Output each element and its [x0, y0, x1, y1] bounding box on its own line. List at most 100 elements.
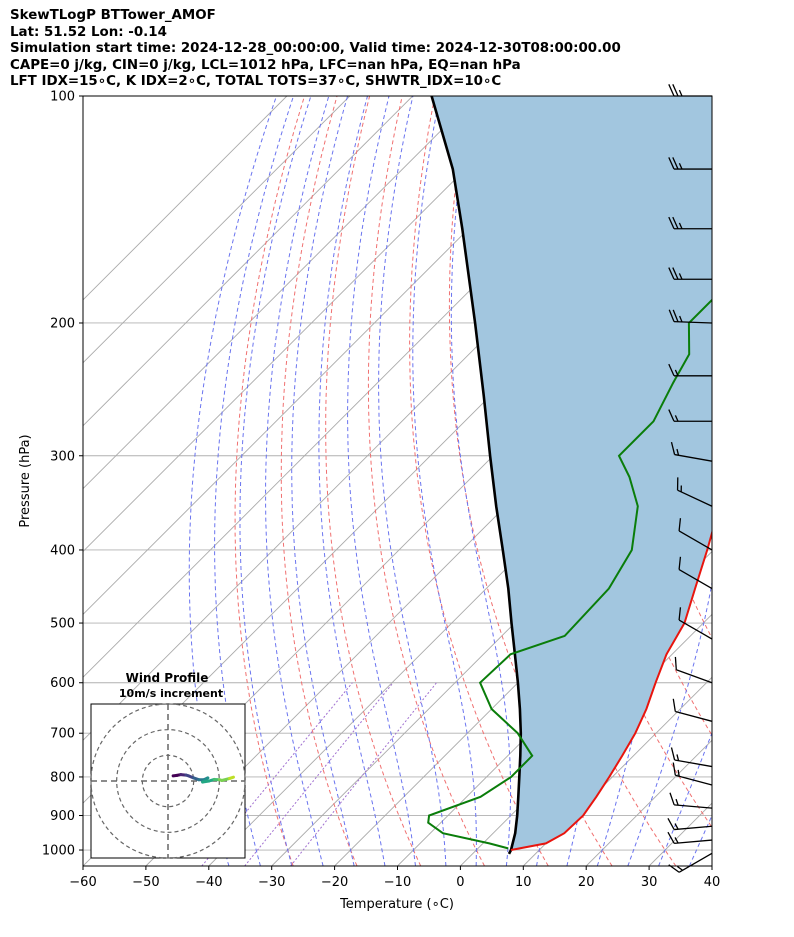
x-tick-label: −20 — [321, 875, 348, 890]
dry-adiabat-line — [367, 96, 485, 866]
dry-adiabat-line — [325, 96, 422, 866]
moist-adiabat-line — [239, 96, 312, 866]
x-tick-label: 10 — [515, 875, 532, 890]
wind-barb-flag — [668, 309, 675, 322]
wind-barb-shaft — [674, 804, 713, 809]
y-tick-label: 800 — [50, 770, 75, 785]
wind-barb — [668, 409, 712, 422]
wind-barb — [668, 309, 713, 324]
dry-adiabat-line — [448, 96, 613, 866]
x-tick-label: −40 — [195, 875, 222, 890]
y-tick-label: 500 — [50, 617, 75, 632]
wind-barb-flag — [668, 157, 675, 170]
isotherm-line — [83, 96, 288, 301]
hodograph-segment — [228, 775, 235, 780]
wind-barb-flag — [678, 273, 683, 280]
wind-barb — [669, 792, 713, 809]
y-tick-label: 200 — [50, 316, 75, 331]
wind-barb — [678, 518, 713, 551]
wind-barb-flag — [672, 84, 679, 97]
wind-barb-flag — [667, 831, 675, 844]
hodograph-subtitle: 10m/s increment — [119, 687, 223, 700]
wind-barb-flag — [668, 216, 675, 230]
isotherm-line — [83, 96, 414, 427]
sounding-traces — [427, 96, 712, 855]
wind-barb-shaft — [678, 568, 713, 590]
isotherm-line — [334, 487, 712, 866]
moist-adiabat-line — [291, 96, 355, 866]
wind-barb-flag — [674, 823, 679, 830]
wind-barb-shaft — [678, 852, 713, 873]
wind-barb-flag — [678, 222, 683, 230]
wind-barb-flag — [672, 267, 679, 280]
wind-barb-flag — [672, 216, 679, 230]
wind-barb-flag — [667, 818, 675, 830]
dewpoint-line — [427, 298, 712, 850]
parcel-area-shading — [431, 96, 712, 854]
y-tick-label: 700 — [50, 727, 75, 742]
wind-barb-shaft — [678, 619, 713, 640]
wind-barb-flag — [668, 363, 675, 377]
axes: −60 −50 −40 −30 −20 −10 0 10 20 30 40 100 200 300 400 5… — [42, 90, 720, 891]
wind-barb-flag — [670, 441, 676, 455]
temperature-line — [510, 529, 712, 851]
isotherm-line — [83, 96, 539, 553]
isotherm-line — [522, 676, 712, 866]
wind-barb-flag — [670, 747, 676, 761]
wind-barb — [667, 831, 713, 845]
moist-adiabat-line — [658, 731, 712, 866]
moist-adiabat-line — [214, 96, 294, 866]
wind-barb — [668, 157, 712, 170]
moist-adiabat-line — [188, 96, 277, 866]
x-tick-label: 30 — [641, 875, 658, 890]
mixing-ratio-line — [290, 682, 437, 866]
isotherm-line — [83, 96, 351, 364]
wind-barb — [667, 818, 713, 831]
wind-barb-flag — [674, 837, 679, 844]
dry-adiabat-line — [761, 96, 794, 866]
moist-adiabat-line — [318, 96, 386, 866]
wind-barb — [668, 216, 712, 230]
moist-adiabat-line — [412, 96, 477, 866]
y-tick-label: 400 — [50, 543, 75, 558]
wind-barb — [672, 762, 713, 786]
simulation-times: Simulation start time: 2024-12-28_00:00:… — [10, 41, 621, 56]
chart-title: SkewTLogP BTTower_AMOF — [10, 8, 216, 23]
y-axis-label: Pressure (hPa) — [18, 434, 33, 527]
moist-adiabat-line — [627, 96, 712, 866]
x-tick-label: −60 — [69, 875, 96, 890]
dry-adiabat-line — [234, 96, 305, 866]
x-tick-label: 20 — [578, 875, 595, 890]
wind-barb — [668, 267, 712, 280]
moist-adiabat-line — [450, 96, 512, 866]
station-coordinates: Lat: 51.52 Lon: -0.14 — [10, 24, 167, 40]
wind-barb-flag — [672, 309, 679, 323]
wind-barb-shaft — [674, 453, 713, 462]
wind-barb-flag — [669, 792, 675, 806]
parcel-profile-line — [430, 96, 523, 855]
wind-barb — [676, 477, 713, 507]
wind-barb-shaft — [675, 710, 713, 722]
dry-adiabat-line — [728, 96, 794, 866]
isotherm-line — [83, 96, 476, 490]
moist-adiabat-line — [378, 96, 447, 866]
wind-barb-flag — [674, 369, 679, 377]
wind-barb-flag — [676, 754, 680, 761]
x-tick-label: −30 — [258, 875, 285, 890]
hodograph-title: Wind Profile — [126, 671, 209, 685]
y-tick-label: 600 — [50, 676, 75, 691]
y-tick-label: 1000 — [42, 844, 75, 859]
moist-adiabat-line — [347, 96, 416, 866]
wind-barb-shaft — [674, 321, 713, 324]
wind-barb-shaft — [674, 825, 713, 831]
wind-barb-flag — [675, 798, 679, 806]
x-tick-label: 0 — [456, 875, 464, 890]
wind-barb — [678, 607, 713, 640]
x-tick-label: 40 — [704, 875, 721, 890]
wind-barb-flag — [676, 448, 680, 456]
wind-barb-flag — [677, 769, 680, 777]
moist-adiabat-line — [720, 96, 794, 866]
wind-barb-flag — [676, 865, 683, 871]
wind-barb-flag — [678, 162, 683, 170]
